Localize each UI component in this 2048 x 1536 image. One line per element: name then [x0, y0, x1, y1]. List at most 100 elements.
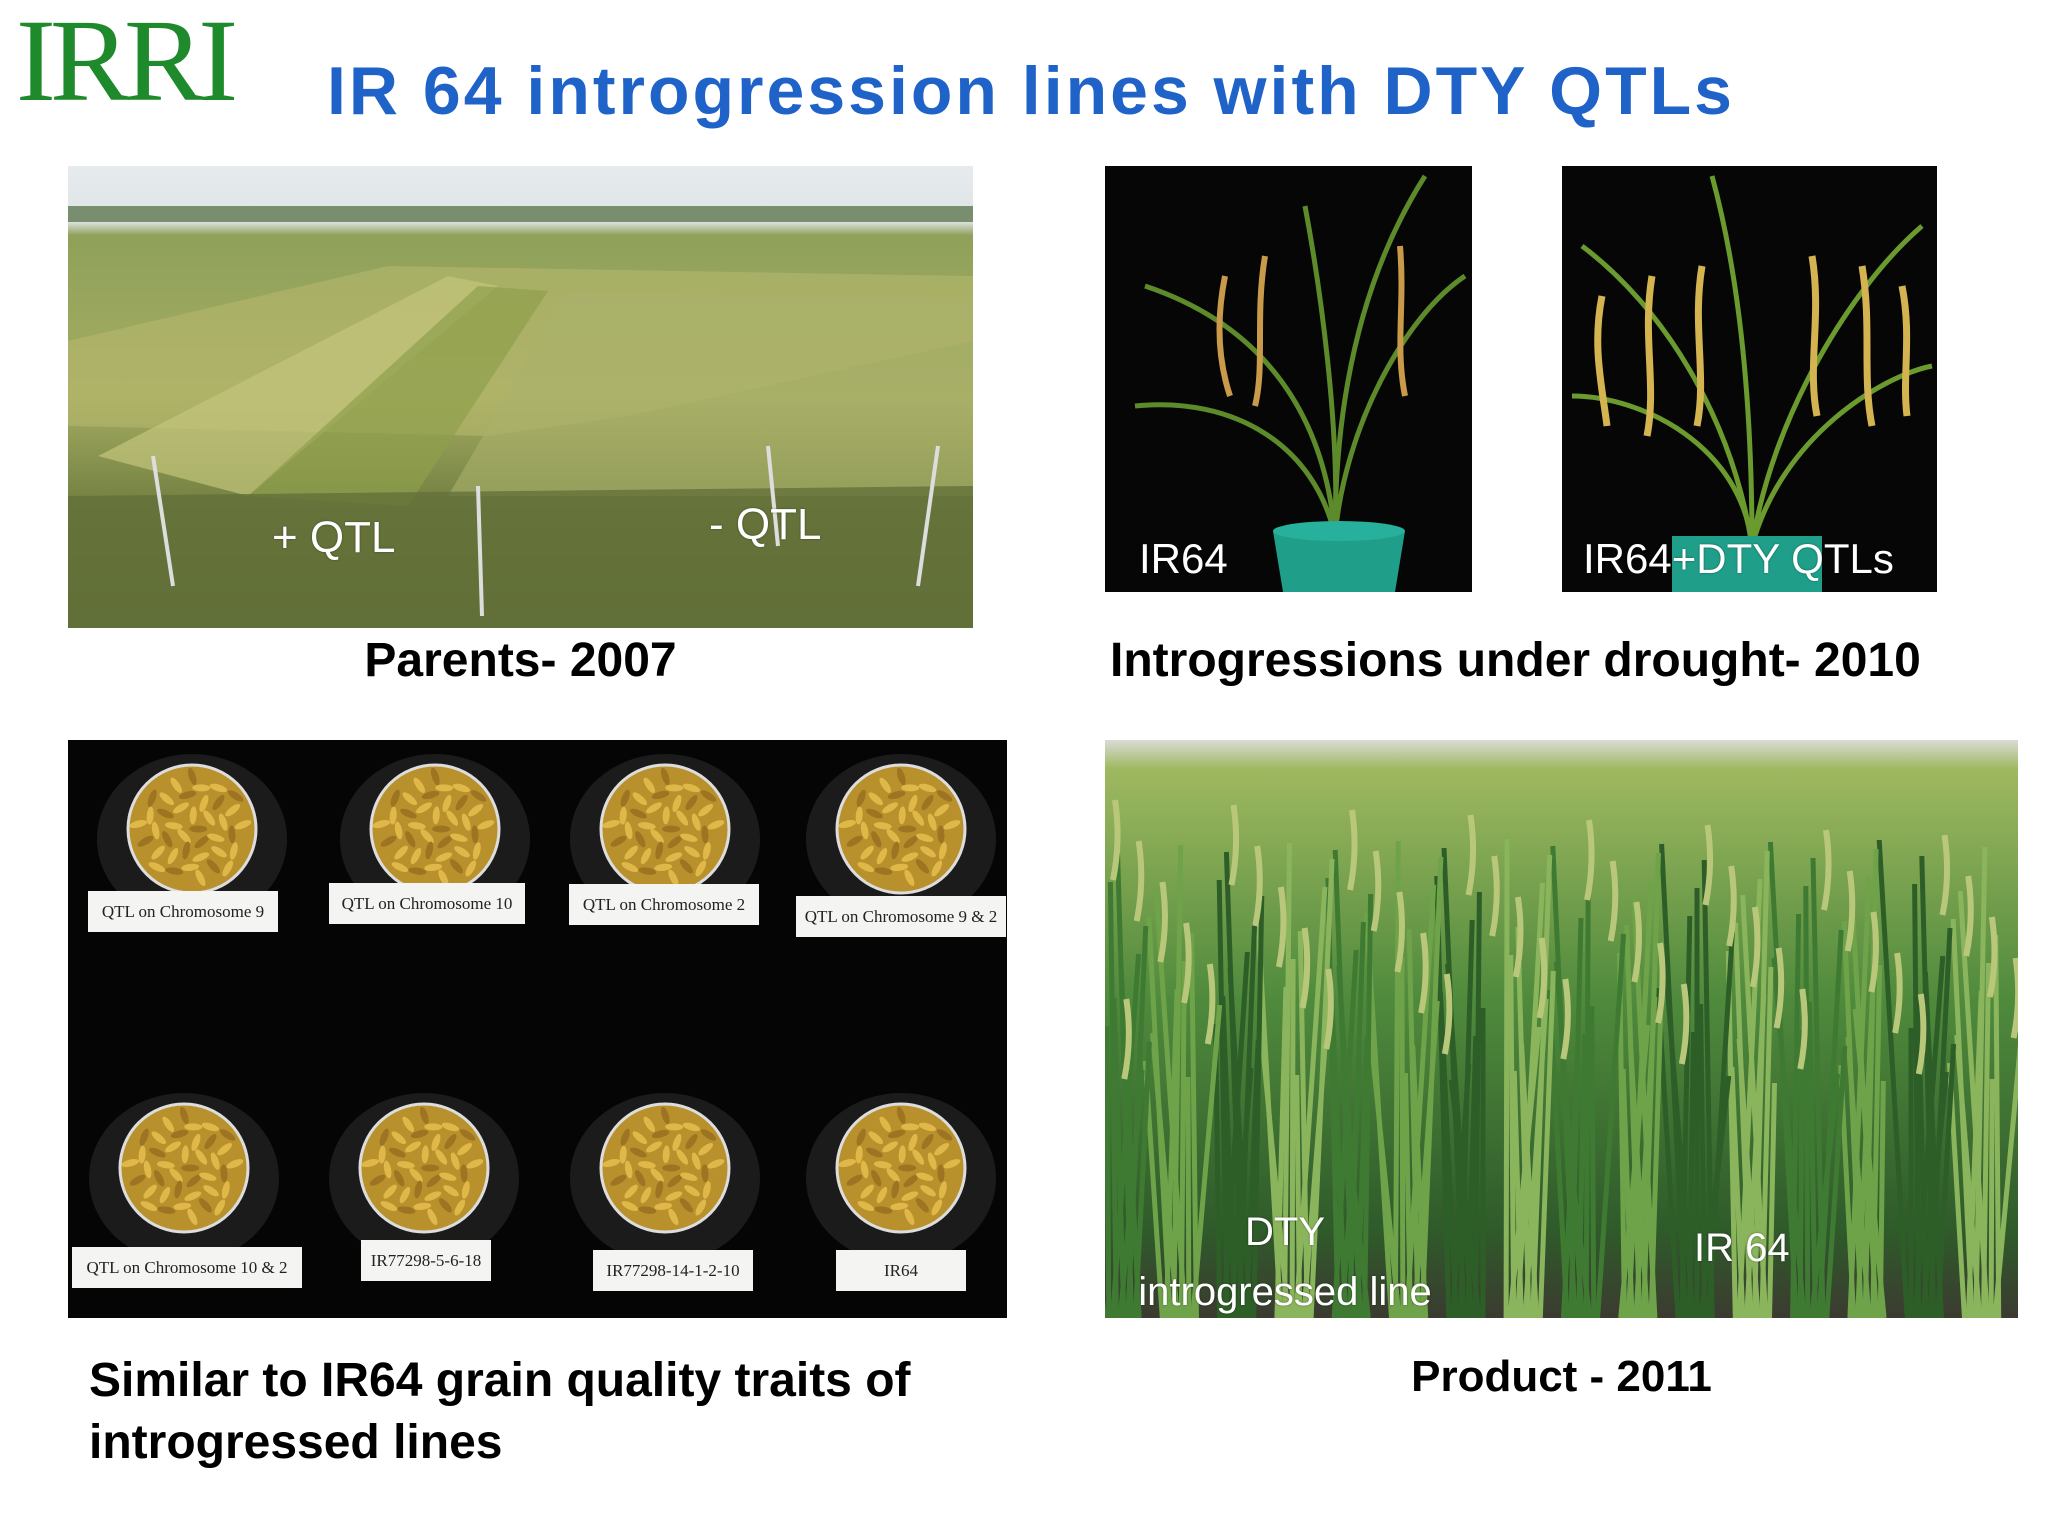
panicle — [1536, 937, 1548, 1019]
grain — [442, 794, 452, 813]
grain — [446, 810, 459, 826]
grain — [424, 1191, 442, 1201]
grain — [402, 1116, 415, 1133]
grain — [672, 794, 682, 813]
leaf — [1115, 853, 1135, 1318]
grain — [860, 821, 869, 840]
grain — [477, 820, 495, 830]
grain — [173, 802, 189, 814]
grain — [915, 1198, 929, 1213]
leaf — [1845, 1036, 1872, 1318]
grain — [410, 1129, 429, 1139]
grain — [662, 806, 670, 825]
grain — [698, 1143, 714, 1156]
grain — [452, 783, 471, 793]
grain — [159, 1186, 171, 1204]
grain — [855, 1145, 863, 1164]
grain — [856, 789, 866, 807]
grain — [455, 795, 468, 811]
grain — [217, 1143, 233, 1156]
grain — [207, 833, 225, 842]
grain — [655, 841, 664, 860]
grain — [192, 852, 210, 862]
grain — [173, 1202, 192, 1211]
grain — [680, 833, 698, 842]
panicle — [1655, 942, 1666, 1024]
grain — [934, 1143, 950, 1156]
grain — [651, 1129, 670, 1139]
grain — [212, 795, 225, 811]
grain — [149, 1147, 166, 1158]
grain — [635, 1170, 646, 1187]
panicle — [2010, 957, 2018, 1039]
grain — [450, 1152, 460, 1170]
panicle — [1678, 983, 1690, 1065]
leaf — [1406, 928, 1421, 1318]
leaf — [1448, 1079, 1482, 1318]
plant-photo — [1562, 166, 1937, 592]
leaf — [1698, 1003, 1708, 1318]
leaf — [1150, 1032, 1180, 1318]
grain — [444, 1134, 457, 1150]
grain — [199, 794, 209, 813]
grain — [912, 1149, 925, 1165]
grain — [389, 806, 397, 825]
grain — [610, 1174, 627, 1186]
leaf — [1729, 1066, 1746, 1318]
grain — [410, 847, 422, 865]
leaf — [1472, 891, 1482, 1318]
panicle — [1963, 875, 1974, 957]
grain — [407, 822, 426, 830]
grain — [397, 1206, 416, 1214]
grain — [199, 1172, 217, 1181]
grain — [214, 1199, 226, 1216]
grain — [218, 813, 228, 831]
grain — [408, 867, 427, 875]
grain — [189, 806, 197, 825]
grain — [896, 1106, 906, 1125]
leaf — [1220, 995, 1238, 1318]
leaf — [1399, 956, 1406, 1318]
leaf — [1118, 969, 1142, 1318]
grain — [394, 1170, 405, 1187]
dish-label: QTL on Chromosome 10 — [329, 883, 525, 924]
grain — [660, 767, 670, 786]
grain — [457, 1143, 473, 1156]
grain — [624, 821, 633, 840]
grain — [156, 1161, 175, 1169]
grain — [679, 1198, 693, 1213]
grain — [414, 1180, 423, 1199]
dish-label: QTL on Chromosome 9 & 2 — [796, 896, 1006, 937]
leaf — [1403, 1072, 1413, 1318]
grain — [685, 1134, 698, 1150]
grain — [901, 784, 920, 792]
grain — [162, 1116, 175, 1133]
leaf — [1912, 883, 1922, 1318]
grain — [662, 1164, 681, 1172]
grain — [396, 1161, 415, 1169]
grain — [876, 847, 888, 865]
grain — [632, 1131, 648, 1145]
panicle — [1868, 911, 1879, 993]
grain — [405, 1141, 421, 1153]
panicle — [1773, 947, 1785, 1029]
grain — [624, 1184, 638, 1199]
grain — [210, 1152, 220, 1170]
grain — [676, 1149, 689, 1165]
grain — [868, 1131, 884, 1145]
grain — [871, 1170, 882, 1187]
grain — [121, 1158, 140, 1168]
grain — [927, 813, 937, 831]
panicle — [1560, 978, 1571, 1060]
leaf — [1973, 846, 1988, 1318]
grain — [898, 1145, 906, 1164]
grain — [887, 790, 906, 800]
leaf — [1107, 881, 1119, 1318]
grain — [695, 860, 707, 877]
caption: Parents- 2007 — [364, 634, 677, 687]
slide-title: IR 64 introgression lines with DTY QTLs — [327, 53, 1735, 129]
grain — [424, 1123, 443, 1131]
panicle — [1607, 860, 1619, 942]
grain — [643, 1116, 656, 1133]
grain — [665, 852, 683, 862]
